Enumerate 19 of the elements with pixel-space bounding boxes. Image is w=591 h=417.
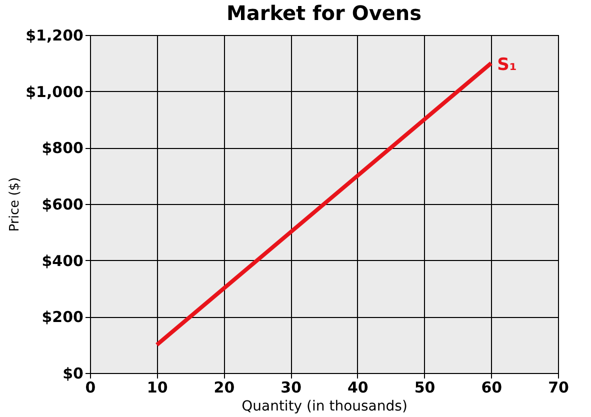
y-tick-label: $200 <box>42 308 84 326</box>
y-tick-label: $600 <box>42 196 84 214</box>
y-tick-label: $0 <box>62 364 84 382</box>
x-tick-label: 30 <box>280 378 302 396</box>
y-axis-title: Price ($) <box>8 177 23 232</box>
x-tick-label: 50 <box>414 378 436 396</box>
y-tick-label: $1,200 <box>26 26 84 44</box>
y-tick-label: $1,000 <box>26 82 84 101</box>
x-tick-label: 60 <box>481 378 502 396</box>
x-tick-label: 40 <box>347 378 368 396</box>
annotation: S₁ <box>497 55 517 76</box>
chart-title: Market for Ovens <box>226 1 422 25</box>
x-tick-label: 0 <box>85 378 96 396</box>
x-tick-label: 70 <box>548 378 569 396</box>
y-tick-label: $400 <box>42 252 84 270</box>
y-tick-label: $800 <box>42 139 84 158</box>
x-axis-title: Quantity (in thousands) <box>242 398 408 414</box>
x-tick-label: 20 <box>214 378 235 396</box>
x-tick-label: 10 <box>146 378 168 396</box>
